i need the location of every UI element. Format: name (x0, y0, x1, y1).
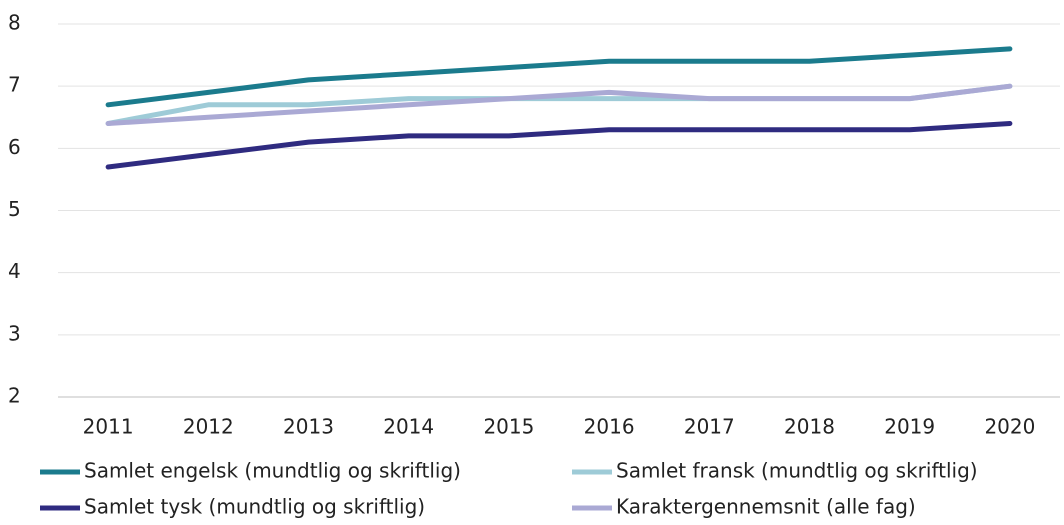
legend-label: Karaktergennemsnit (alle fag) (616, 495, 916, 519)
x-tick-label: 2015 (483, 415, 534, 439)
y-tick-label: 7 (8, 73, 21, 97)
y-tick-label: 6 (8, 135, 21, 159)
legend-label: Samlet engelsk (mundtlig og skriftlig) (84, 459, 461, 483)
y-tick-label: 4 (8, 259, 21, 283)
y-tick-label: 5 (8, 197, 21, 221)
x-tick-label: 2013 (283, 415, 334, 439)
y-tick-label: 2 (8, 384, 21, 408)
x-tick-label: 2020 (984, 415, 1035, 439)
legend-label: Samlet tysk (mundtlig og skriftlig) (84, 495, 425, 519)
y-tick-label: 3 (8, 321, 21, 345)
series-line (105, 83, 1013, 126)
legend-label: Samlet fransk (mundtlig og skriftlig) (616, 459, 978, 483)
series-line (105, 121, 1013, 170)
x-tick-label: 2017 (684, 415, 735, 439)
x-tick-label: 2019 (884, 415, 935, 439)
x-tick-label: 2018 (784, 415, 835, 439)
series-line (105, 46, 1013, 108)
x-tick-label: 2012 (183, 415, 234, 439)
series-line (105, 83, 1013, 126)
x-tick-label: 2014 (383, 415, 434, 439)
y-tick-label: 8 (8, 11, 21, 35)
x-tick-label: 2016 (584, 415, 635, 439)
x-tick-label: 2011 (83, 415, 134, 439)
